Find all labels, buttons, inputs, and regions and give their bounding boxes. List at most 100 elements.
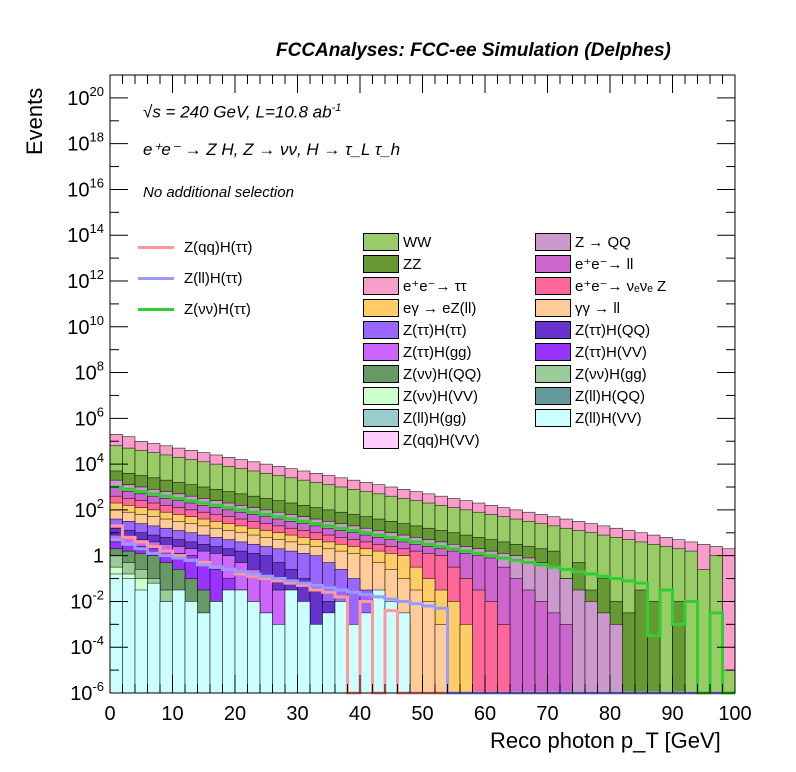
legend-line-item: Z(qq)H(ττ) <box>138 237 253 257</box>
hist-bar <box>122 578 136 694</box>
legend-label: Z(qq)H(ττ) <box>184 238 253 256</box>
legend-color-swatch <box>363 299 399 317</box>
annotation-energy-text: √s = 240 GeV, L=10.8 ab <box>143 102 332 122</box>
hist-bar <box>259 612 273 694</box>
legend-color-swatch <box>363 365 399 383</box>
hist-bar <box>172 589 186 694</box>
hist-bar <box>297 601 311 694</box>
legend-label: Z(νν)H(QQ) <box>403 365 482 383</box>
hist-bar <box>359 612 373 694</box>
hist-bar <box>547 612 561 694</box>
legend-label: Z(ll)H(gg) <box>403 409 467 427</box>
legend-color-swatch <box>535 299 571 317</box>
hist-bar <box>459 624 473 694</box>
y-tick-label: 102 <box>75 496 104 522</box>
hist-bar <box>497 624 511 694</box>
hist-bar <box>197 612 211 694</box>
legend-box-item: Z(qq)H(VV) <box>363 430 480 450</box>
y-tick-label: 1016 <box>67 175 104 201</box>
legend-label: γγ → ll <box>575 299 620 317</box>
hist-bar <box>484 601 498 694</box>
legend-box-item: Z(ll)H(VV) <box>535 408 642 428</box>
legend-box-item: Z(νν)H(QQ) <box>363 364 481 384</box>
legend-color-swatch <box>363 431 399 449</box>
hist-bar <box>684 550 698 694</box>
legend-label: Z(νν)H(gg) <box>575 365 647 383</box>
legend-box-item: Z(ττ)H(gg) <box>363 342 472 362</box>
signal-line <box>110 485 735 695</box>
legend-box-item: e⁺e⁻→ νₑνₑ Z <box>535 276 666 296</box>
legend-line-swatch <box>138 245 174 249</box>
legend-color-swatch <box>363 255 399 273</box>
legend-box-item: Z(ll)H(gg) <box>363 408 466 428</box>
hist-bar <box>234 589 248 694</box>
legend-color-swatch <box>363 343 399 361</box>
y-tick-label: 104 <box>75 450 104 476</box>
legend-label: e⁺e⁻→ νₑνₑ Z <box>575 278 667 295</box>
legend-color-swatch <box>535 277 571 295</box>
hist-bar <box>422 601 436 694</box>
x-tick-label: 50 <box>411 703 433 725</box>
x-tick-label: 100 <box>718 703 751 725</box>
hist-bar <box>559 624 573 694</box>
hist-bar <box>222 589 236 694</box>
hist-bar <box>634 589 648 694</box>
hist-bar <box>409 589 423 694</box>
y-tick-label: 1010 <box>67 313 104 339</box>
x-tick-label: 60 <box>474 703 496 725</box>
hist-bar <box>134 589 148 694</box>
legend-label: eγ → eZ(ll) <box>403 299 477 317</box>
hist-bar <box>334 601 348 694</box>
hist-bar <box>272 624 286 694</box>
hist-bar <box>397 612 411 694</box>
hist-bar <box>309 624 323 694</box>
legend-box-item: e⁺e⁻→ ll <box>535 254 633 274</box>
legend-line-swatch <box>138 276 174 280</box>
legend-box-item: ZZ <box>363 254 421 274</box>
legend-color-swatch <box>535 233 571 251</box>
legend-color-swatch <box>535 343 571 361</box>
hist-bar <box>372 589 386 694</box>
hist-bar <box>184 601 198 694</box>
annotation-selection: No additional selection <box>143 184 294 201</box>
x-tick-label: 80 <box>599 703 621 725</box>
y-tick-label: 106 <box>75 404 104 430</box>
annotation-energy-sup: -1 <box>331 102 342 114</box>
hist-bar <box>672 601 686 694</box>
legend-label: Z(ττ)H(ττ) <box>403 321 467 339</box>
hist-bar <box>247 601 261 694</box>
hist-bar <box>347 624 361 694</box>
x-tick-label: 0 <box>104 703 115 725</box>
hist-bar <box>709 555 723 694</box>
legend-box-item: Z(ll)H(QQ) <box>535 386 645 406</box>
hist-bar <box>159 601 173 694</box>
hist-bar <box>109 573 123 694</box>
x-tick-label: 30 <box>286 703 308 725</box>
annotation-energy: √s = 240 GeV, L=10.8 ab-1 <box>143 102 341 123</box>
legend-label: ZZ <box>403 255 422 273</box>
legend-label: Z(νν)H(ττ) <box>184 300 251 318</box>
x-tick-label: 70 <box>536 703 558 725</box>
legend-line-item: Z(νν)H(ττ) <box>138 299 251 319</box>
legend-label: e⁺e⁻→ ll <box>575 256 634 273</box>
hist-bar <box>509 578 523 694</box>
legend-color-swatch <box>535 255 571 273</box>
legend-box-item: e⁺e⁻→ ττ <box>363 276 467 296</box>
legend-label: Z(ττ)H(gg) <box>403 343 472 361</box>
legend-label: Z(ττ)H(VV) <box>575 343 647 361</box>
legend-color-swatch <box>363 277 399 295</box>
legend-label: Z(ll)H(QQ) <box>575 387 645 405</box>
hist-bar <box>697 569 711 694</box>
y-tick-label: 1012 <box>67 267 104 293</box>
annotation-process: e⁺e⁻ → Z H, Z → νν, H → τ_L τ_h <box>143 140 401 159</box>
hist-bar <box>434 624 448 694</box>
hist-bar <box>384 601 398 694</box>
legend-color-swatch <box>363 387 399 405</box>
hist-bar <box>659 546 673 694</box>
hist-bar <box>622 612 636 694</box>
legend-label: Z(ll)H(ττ) <box>184 269 243 287</box>
legend-color-swatch <box>535 321 571 339</box>
y-axis-ticks: 10-6 10-4 10-2 1 102 104 106 108 1010 1012 1014 101… <box>67 84 735 705</box>
plot-title: FCCAnalyses: FCC-ee Simulation (Delphes) <box>276 40 671 61</box>
